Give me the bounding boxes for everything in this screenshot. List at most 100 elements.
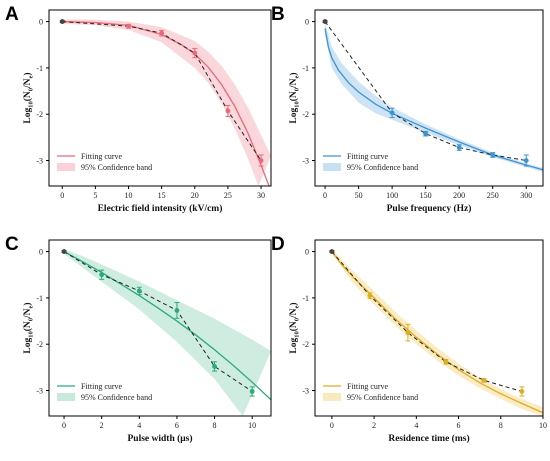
legend-fit-label: Fitting curve [81, 382, 123, 391]
plot-frame [48, 239, 272, 417]
data-point [192, 50, 198, 56]
x-axis-label: Pulse width (μs) [127, 433, 192, 444]
data-point [249, 389, 255, 394]
data-point [523, 158, 529, 163]
x-tick-label: 100 [386, 191, 398, 200]
panel-label: A [5, 4, 19, 25]
legend-band-label: 95% Confidence band [347, 163, 418, 172]
x-tick-label: 10 [539, 421, 547, 430]
x-tick-label: 30 [257, 191, 265, 200]
x-tick-label: 250 [487, 191, 499, 200]
data-point [443, 359, 449, 365]
x-tick-label: 25 [224, 191, 232, 200]
confidence-band [325, 22, 543, 173]
x-tick-label: 0 [62, 421, 66, 430]
x-tick-label: 300 [520, 191, 532, 200]
data-point [61, 249, 67, 254]
data-point [481, 377, 487, 383]
y-tick-label: -2 [36, 110, 43, 119]
legend-fit-label: Fitting curve [81, 152, 123, 161]
y-tick-label: 0 [39, 18, 43, 27]
legend-fit-label: Fitting curve [347, 152, 389, 161]
panel-label: C [5, 234, 19, 255]
panel-label: B [271, 4, 285, 25]
fitting-curve [331, 251, 543, 414]
y-axis-label: Log10(N0/Ne) [22, 72, 35, 123]
plot-frame [314, 9, 544, 187]
panel-a: 0 5 10 15 20 25 30 0 -1 -2 -3 Electric field intens… [5, 4, 272, 214]
fitting-curve [62, 20, 270, 186]
x-tick-label: 0 [60, 191, 64, 200]
x-tick-label: 0 [323, 191, 327, 200]
panel-b: 0 50 100 150 200 250 300 0 -1 -2 -3 Pulse frequency… [271, 4, 544, 214]
x-tick-label: 4 [414, 421, 418, 430]
plot-frame [314, 239, 544, 417]
y-tick-label: -3 [302, 387, 309, 396]
legend-band-label: 95% Confidence band [81, 393, 152, 402]
x-tick-label: 10 [125, 191, 133, 200]
data-point [456, 145, 462, 150]
y-tick-label: -2 [302, 110, 309, 119]
data-point [136, 288, 142, 294]
confidence-band [62, 19, 271, 186]
x-tick-label: 6 [175, 421, 179, 430]
data-point [367, 293, 373, 298]
data-dashed-line [63, 251, 253, 392]
plot-frame [48, 9, 272, 187]
confidence-band [331, 249, 543, 416]
x-tick-label: 15 [158, 191, 166, 200]
y-tick-label: -2 [36, 340, 43, 349]
legend-band-label: 95% Confidence band [81, 163, 152, 172]
x-axis-label: Electric field intensity (kV/cm) [98, 203, 223, 214]
legend-fit-label: Fitting curve [347, 382, 389, 391]
x-tick-label: 4 [137, 421, 141, 430]
data-point [389, 110, 395, 116]
y-tick-label: -1 [302, 294, 309, 303]
data-point [159, 30, 165, 36]
legend-band-swatch [323, 163, 341, 171]
x-axis-label: Pulse frequency (Hz) [387, 203, 472, 214]
y-axis-label: Log10(N0/Ne) [288, 302, 301, 353]
y-tick-label: -1 [36, 64, 43, 73]
data-point [423, 131, 429, 137]
y-tick-label: -1 [302, 64, 309, 73]
data-point [212, 364, 217, 369]
data-point [490, 152, 496, 158]
x-tick-label: 200 [453, 191, 465, 200]
y-axis-label: Log10(N0/Ne) [288, 72, 301, 123]
data-point [405, 330, 411, 336]
data-point [174, 308, 180, 313]
y-tick-label: -2 [302, 340, 309, 349]
data-point [126, 23, 131, 29]
x-tick-label: 20 [191, 191, 199, 200]
y-tick-label: -3 [36, 157, 43, 166]
data-dashed-line [324, 21, 527, 162]
y-tick-label: -1 [36, 294, 43, 303]
y-tick-label: 0 [39, 248, 43, 257]
x-tick-label: 150 [420, 191, 432, 200]
x-tick-label: 2 [100, 421, 104, 430]
x-axis-label: Residence time (ms) [388, 433, 469, 444]
x-tick-label: 8 [213, 421, 217, 430]
x-tick-label: 8 [499, 421, 503, 430]
x-tick-label: 2 [372, 421, 376, 430]
y-axis-label: Log10(N0/Ne) [22, 302, 35, 353]
panel-label: D [271, 234, 285, 255]
legend-band-swatch [57, 393, 75, 401]
legend-band-label: 95% Confidence band [347, 393, 418, 402]
data-point [225, 108, 231, 114]
data-point [59, 19, 65, 24]
data-point [258, 158, 264, 163]
x-tick-label: 50 [355, 191, 363, 200]
panel-d: 0 2 4 6 8 10 0 -1 -2 -3 Residence time (ms) Log10(N… [271, 234, 547, 444]
data-point [519, 389, 525, 394]
data-dashed-line [62, 21, 262, 161]
data-point [322, 19, 328, 24]
data-point [99, 272, 105, 278]
panel-c: 0 2 4 6 8 10 0 -1 -2 -3 Pulse width (μs) Log10(N0/N… [5, 234, 272, 444]
x-tick-label: 6 [457, 421, 461, 430]
legend-band-swatch [57, 163, 75, 171]
data-point [329, 249, 335, 254]
y-tick-label: -3 [302, 157, 309, 166]
